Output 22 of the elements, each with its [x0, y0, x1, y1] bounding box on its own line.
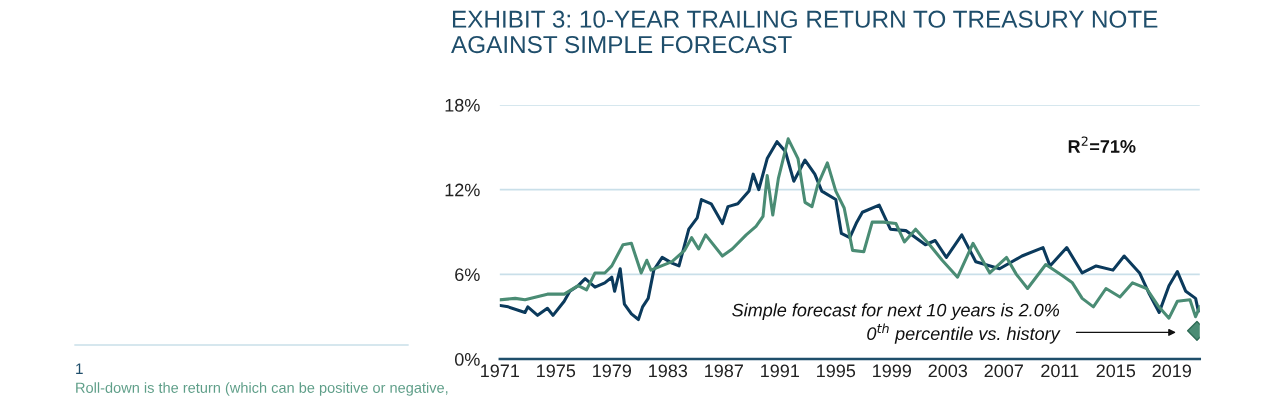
x-tick-label: 1979 [593, 364, 632, 378]
text: 1 [76, 363, 83, 374]
x-tick-label: 1983 [649, 364, 688, 378]
y-tick-label: 6% [455, 268, 480, 282]
x-tick-label: 2019 [1152, 364, 1192, 378]
y-tick-label: 18% [445, 98, 480, 112]
x-tick-label: 1987 [705, 364, 743, 378]
x-tick-label: 2007 [984, 364, 1023, 378]
chart-title: EXHIBIT 3: 10-YEAR TRAILING RETURN TO TREASURY NOTE AGAINST SIMPLE FORECAST [451, 10, 1158, 54]
x-tick-label: 1991 [761, 364, 799, 378]
y-tick-label: 12% [445, 183, 480, 197]
x-tick-label: 1995 [817, 364, 856, 378]
annotation: R$^{2}$=71% [1068, 136, 1136, 153]
x-tick-label: 2003 [928, 364, 968, 378]
annotation: Simple forecast for next 10 years is 2.0% 0$^{th}$ percentile vs. history [732, 303, 1061, 344]
x-tick-label: 2015 [1096, 364, 1136, 378]
x-tick-label: 1999 [873, 364, 912, 378]
text: Roll-down is the return (which can be positive or negative, [76, 382, 448, 396]
x-tick-label: 2011 [1041, 364, 1079, 378]
x-tick-label: 1975 [537, 364, 576, 378]
y-tick-label: 0% [454, 353, 480, 366]
x-tick-label: 1971 [481, 364, 519, 378]
